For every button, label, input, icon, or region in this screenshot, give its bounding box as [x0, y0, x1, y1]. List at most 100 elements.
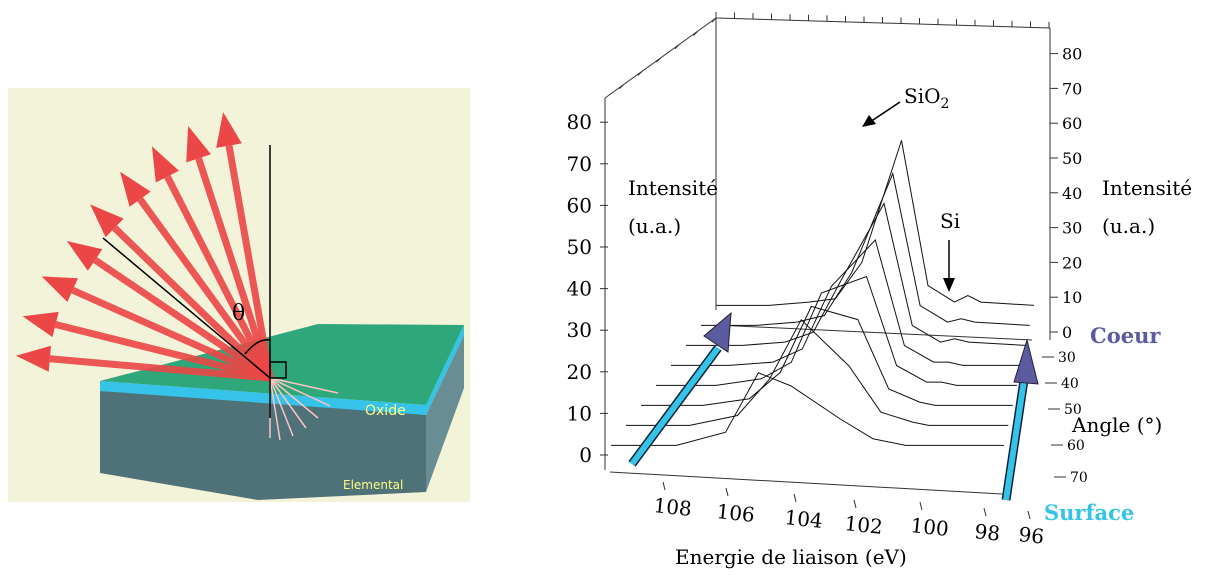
left-intensity-axis: 0 10 20 30 40 50 60 70 80 [567, 110, 608, 467]
angle-arc [244, 339, 271, 355]
left-tick-label: 80 [567, 110, 592, 134]
x-axis-label: Energie de liaison (eV) [675, 545, 907, 569]
right-depth-arrow-head [1013, 338, 1039, 385]
theta-label: θ [232, 301, 245, 326]
electron-arrow [90, 204, 273, 381]
left-ylabel-line1: Intensité [628, 176, 718, 200]
left-tick-label: 50 [567, 235, 592, 259]
spectrum-line-angle-30 [671, 239, 1022, 366]
angle-tick-label: 60 [1067, 438, 1085, 454]
substrate-block-side [426, 335, 464, 492]
spectrum-line-angle-0 [716, 140, 1035, 306]
right-tick-label: 30 [1062, 219, 1082, 238]
x-tick-label: 102 [843, 511, 883, 539]
right-angle-marker [269, 361, 287, 379]
energy-axis: 108 106 104 102 100 98 96 [652, 481, 1045, 549]
top-left-tick [693, 31, 698, 36]
x-tick-label: 100 [909, 513, 949, 541]
box-frame [604, 17, 1051, 495]
angle-axis: 30 40 50 60 70 [1042, 350, 1088, 486]
sio2-peak-label: SiO2 [904, 84, 949, 112]
x-tick [662, 481, 666, 491]
electron-arrow [120, 171, 273, 381]
right-intensity-axis: 0 10 20 30 40 50 60 70 80 [1050, 45, 1082, 342]
right-tick-label: 0 [1062, 323, 1072, 342]
spectrum-line-angle-60 [626, 318, 1009, 426]
substrate-block-front [100, 391, 426, 500]
oxide-layer-side [426, 325, 464, 415]
angle-tick-label: 40 [1061, 376, 1079, 392]
right-tick-label: 20 [1062, 253, 1082, 272]
top-left-tick [711, 17, 717, 23]
electron-arrow [216, 112, 274, 379]
oxide-top-surface [100, 324, 464, 405]
left-depth-arrow [629, 346, 721, 466]
x-tick-label: 108 [652, 493, 692, 521]
electron-arrow-fan [15, 112, 274, 382]
left-tick-label: 10 [567, 401, 592, 425]
core-label: Coeur [1090, 323, 1161, 348]
x-tick-label: 106 [715, 499, 755, 527]
spectrum-line-angle-10 [701, 171, 1030, 326]
spectrum-line-angle-50 [641, 305, 1013, 406]
spectra-group [611, 140, 1035, 446]
right-depth-arrow [1003, 379, 1027, 501]
electron-arrow [186, 125, 274, 380]
x-tick-label: 98 [973, 519, 1001, 546]
top-left-tick [637, 71, 643, 76]
xps-angle-chart: 0 10 20 30 40 50 60 70 80 Intensité (u.a.) 0 10 20… [540, 0, 1227, 574]
left-tick-label: 0 [579, 443, 592, 467]
right-tick-label: 80 [1062, 45, 1082, 64]
elemental-label: Elemental [343, 478, 403, 492]
right-tick-label: 50 [1062, 149, 1082, 168]
left-tick-label: 20 [567, 360, 592, 384]
core-surface-arrows [628, 311, 1039, 501]
left-depth-arrow-head [703, 311, 732, 353]
sio2-pointer-head [862, 115, 876, 127]
electron-arrow [15, 345, 271, 382]
oxide-label: Oxide [365, 403, 406, 419]
x-tick [853, 499, 857, 509]
electron-arrow [41, 276, 272, 382]
top-edge-ticks [619, 12, 1050, 90]
electron-arrow [22, 311, 271, 382]
left-tick-label: 40 [567, 277, 592, 301]
x-tick [919, 501, 923, 511]
angle-axis-label: Angle (°) [1071, 413, 1162, 437]
x-tick-label: 96 [1017, 522, 1045, 549]
top-left-tick [619, 84, 624, 90]
electron-arrow [66, 240, 272, 381]
left-tick-label: 30 [567, 318, 592, 342]
right-tick-label: 10 [1062, 288, 1082, 307]
x-tick [1027, 510, 1031, 520]
oxide-layer-edge [100, 381, 426, 415]
x-tick [983, 507, 987, 517]
left-tick-label: 60 [567, 193, 592, 217]
right-ylabel-line1: Intensité [1102, 176, 1192, 200]
x-tick [725, 487, 729, 497]
electron-arrow [151, 146, 274, 380]
left-ylabel-line2: (u.a.) [628, 214, 681, 238]
angle-tick-label: 50 [1064, 402, 1082, 418]
top-left-tick [656, 57, 661, 63]
si-pointer-head [943, 278, 955, 292]
si-peak-label: Si [940, 209, 960, 233]
left-tick-label: 70 [567, 152, 592, 176]
angle-tick-label: 30 [1058, 350, 1076, 366]
spectrum-line-angle-70 [611, 372, 1004, 446]
spectrum-line-angle-40 [656, 275, 1017, 386]
schematic-svg: Oxide Elemental θ [8, 88, 470, 502]
right-ylabel-line2: (u.a.) [1102, 214, 1155, 238]
right-tick-label: 40 [1062, 184, 1082, 203]
surface-label: Surface [1044, 500, 1134, 525]
sio2-pointer-line [869, 101, 901, 123]
right-tick-label: 60 [1062, 114, 1082, 133]
spectrum-line-angle-20 [686, 202, 1026, 346]
x-tick-label: 104 [783, 505, 823, 533]
angle-tick-label: 70 [1070, 470, 1088, 486]
takeoff-direction-line [102, 237, 271, 379]
arxps-schematic: Oxide Elemental θ [8, 88, 470, 502]
right-tick-label: 70 [1062, 79, 1082, 98]
top-left-tick [674, 44, 680, 50]
